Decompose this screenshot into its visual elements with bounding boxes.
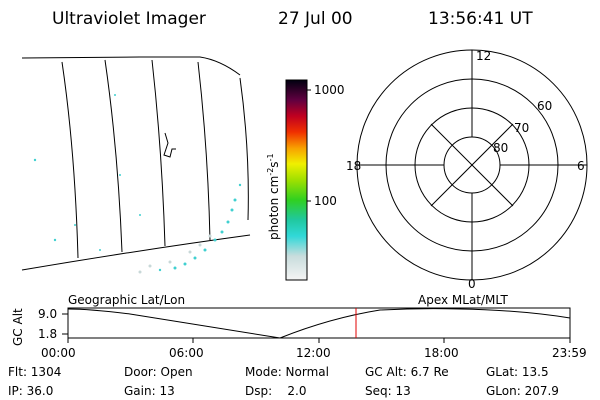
x-tick-label: 00:00 xyxy=(41,346,76,360)
x-tick-label: 06:00 xyxy=(169,346,204,360)
info-field: Flt: 1304 xyxy=(8,365,61,379)
lat-label: 60 xyxy=(537,99,552,113)
info-field: GLon: 207.9 xyxy=(486,384,559,398)
info-field: GC Alt: 6.7 Re xyxy=(365,365,449,379)
x-tick-label: 23:59 xyxy=(552,346,587,360)
y-tick-label: 1.8 xyxy=(38,327,57,341)
x-tick-label: 12:00 xyxy=(296,346,331,360)
lat-label: 70 xyxy=(514,121,529,135)
info-field: IP: 36.0 xyxy=(8,384,53,398)
title: Ultraviolet Imager xyxy=(52,9,206,29)
date: 27 Jul 00 xyxy=(278,9,353,29)
colorbar-unit: photon cm-2s-1 xyxy=(266,153,281,240)
time: 13:56:41 UT xyxy=(428,9,533,29)
map xyxy=(21,56,251,274)
mlt-label: 0 xyxy=(468,277,476,291)
x-tick-label: 18:00 xyxy=(424,346,459,360)
altitude-plot xyxy=(62,307,571,343)
info-field: GLat: 13.5 xyxy=(486,365,549,379)
right-label: Apex MLat/MLT xyxy=(418,293,508,307)
lat-label: 80 xyxy=(493,141,508,155)
info-field: Gain: 13 xyxy=(124,384,175,398)
left-label: Geographic Lat/Lon xyxy=(68,293,185,307)
info-field: Seq: 13 xyxy=(365,384,411,398)
info-field: Dsp: 2.0 xyxy=(245,384,307,398)
info-field: Mode: Normal xyxy=(245,365,329,379)
mlt-label: 18 xyxy=(346,159,361,173)
y-tick-label: 9.0 xyxy=(38,307,57,321)
mlt-label: 12 xyxy=(476,49,491,63)
polar-plot xyxy=(356,49,588,281)
mlt-label: 6 xyxy=(577,159,585,173)
axis-label: GC Alt xyxy=(11,308,25,346)
colorbar-label: 1000 xyxy=(314,83,345,97)
colorbar xyxy=(285,79,308,281)
info-field: Door: Open xyxy=(124,365,193,379)
colorbar-label: 100 xyxy=(314,194,337,208)
info: Flt: 1304 Door: Open Mode: Normal GC Alt: 6… xyxy=(8,365,559,398)
